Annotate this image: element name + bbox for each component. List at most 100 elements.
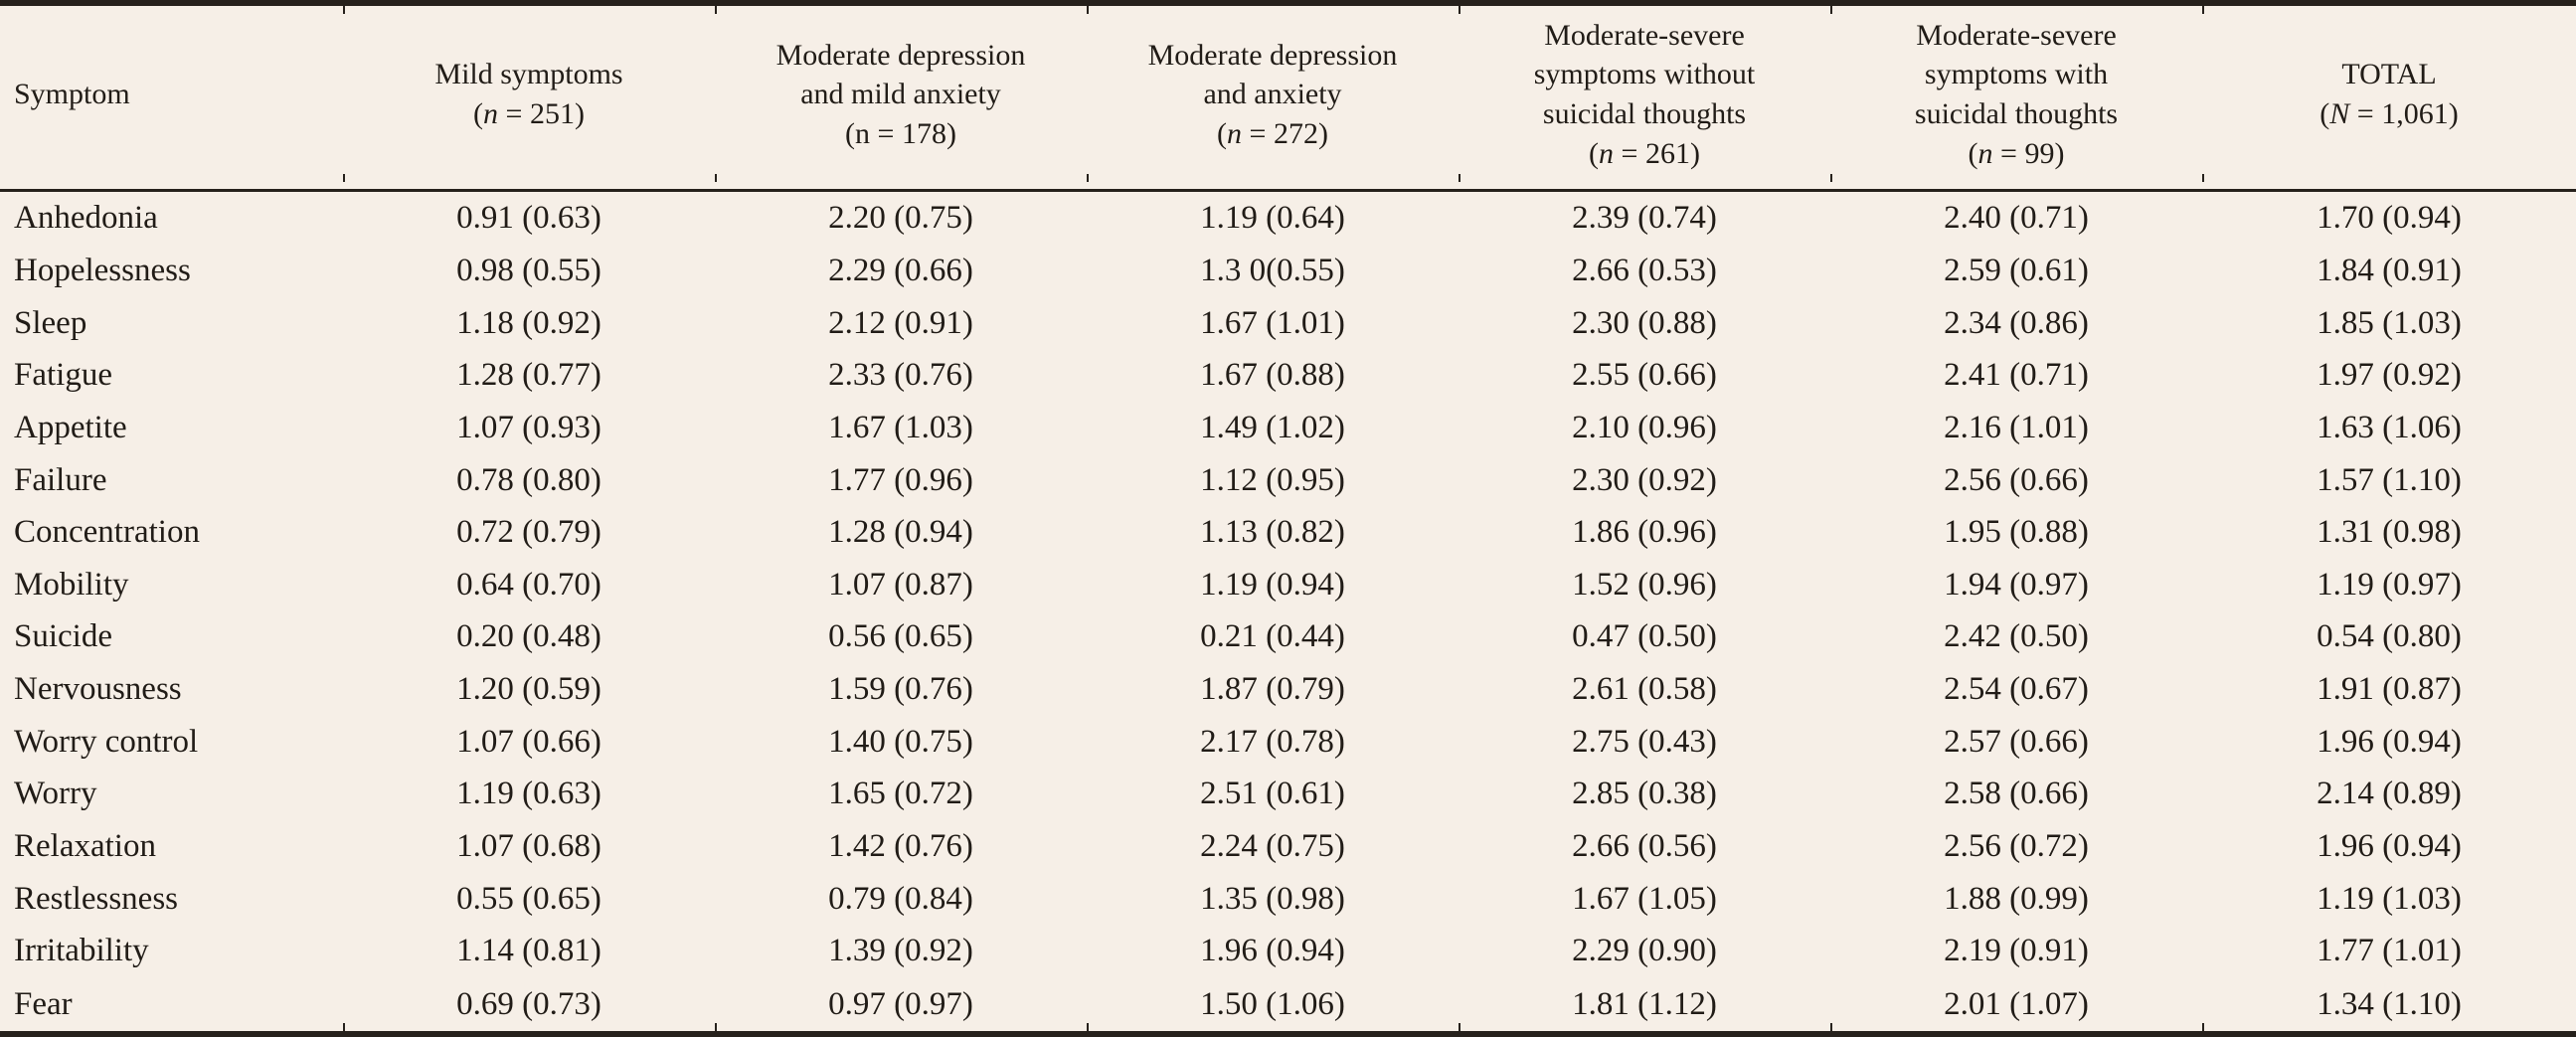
group-header-line: TOTAL — [2341, 58, 2437, 91]
table-row: Sleep 1.18 (0.92) 2.12 (0.91) 1.67 (1.01) 2.… — [0, 297, 2576, 350]
n-symbol: N — [2329, 97, 2350, 130]
symptom-cell: Irritability — [14, 933, 149, 969]
value-cell: 2.57 (0.66) — [1944, 723, 2089, 760]
value-cell: 2.42 (0.50) — [1944, 618, 2089, 655]
value-cell: 2.01 (1.07) — [1944, 985, 2089, 1022]
column-tick — [1087, 1023, 1089, 1031]
symptom-cell: Nervousness — [14, 671, 182, 708]
value-cell: 2.75 (0.43) — [1572, 723, 1717, 760]
group-header-line: and mild anxiety — [800, 78, 1001, 111]
value-cell: 0.20 (0.48) — [456, 618, 601, 655]
group-header-line: suicidal thoughts — [1542, 97, 1747, 130]
value-cell: 1.19 (0.94) — [1200, 566, 1345, 603]
value-cell: 2.17 (0.78) — [1200, 723, 1345, 760]
value-cell: 1.67 (1.03) — [828, 409, 973, 445]
column-tick — [1087, 174, 1089, 182]
table-row: Hopelessness 0.98 (0.55) 2.29 (0.66) 1.3 0(… — [0, 245, 2576, 297]
symptom-cell: Relaxation — [14, 827, 156, 864]
table-row: Mobility 0.64 (0.70) 1.07 (0.87) 1.19 (0.94… — [0, 559, 2576, 611]
value-cell: 1.94 (0.97) — [1944, 566, 2089, 603]
value-cell: 0.72 (0.79) — [456, 514, 601, 551]
group-header-n-line: (N = 1,061) — [2206, 94, 2572, 134]
column-tick — [1459, 174, 1460, 182]
value-cell: 1.07 (0.66) — [456, 723, 601, 760]
value-cell: 2.30 (0.88) — [1572, 304, 1717, 341]
value-cell: 2.56 (0.72) — [1944, 827, 2089, 864]
value-cell: 2.34 (0.86) — [1944, 304, 2089, 341]
value-cell: 1.07 (0.87) — [828, 566, 973, 603]
value-cell: 0.21 (0.44) — [1200, 618, 1345, 655]
value-cell: 1.50 (1.06) — [1200, 985, 1345, 1022]
table-row: Relaxation 1.07 (0.68) 1.42 (0.76) 2.24 (0.… — [0, 820, 2576, 873]
value-cell: 1.49 (1.02) — [1200, 409, 1345, 445]
value-cell: 2.14 (0.89) — [2317, 776, 2462, 812]
value-cell: 1.84 (0.91) — [2317, 253, 2462, 289]
value-cell: 1.31 (0.98) — [2317, 514, 2462, 551]
table-body: Anhedonia 0.91 (0.63) 2.20 (0.75) 1.19 (0.6… — [0, 191, 2576, 1035]
column-tick — [343, 1023, 345, 1031]
group-header-line: Moderate depression — [1147, 38, 1398, 72]
value-cell: 2.51 (0.61) — [1200, 776, 1345, 812]
value-cell: 1.19 (0.63) — [456, 776, 601, 812]
group-header-n-line: (n = 99) — [1834, 134, 2198, 174]
group-header-n-line: (n = 261) — [1462, 134, 1826, 174]
n-symbol: n — [1227, 116, 1243, 150]
value-cell: 0.78 (0.80) — [456, 461, 601, 498]
n-symbol: n — [855, 116, 871, 150]
value-cell: 0.69 (0.73) — [456, 985, 601, 1022]
value-cell: 2.10 (0.96) — [1572, 409, 1717, 445]
group-header-n-line: (n = 178) — [719, 114, 1083, 154]
group-header-line: Moderate-severe — [1544, 18, 1745, 52]
value-cell: 1.13 (0.82) — [1200, 514, 1345, 551]
value-cell: 1.63 (1.06) — [2317, 409, 2462, 445]
value-cell: 1.20 (0.59) — [456, 671, 601, 708]
value-cell: 1.77 (1.01) — [2317, 933, 2462, 969]
group-header-cell: Mild symptoms (n = 251) — [343, 3, 715, 192]
table-row: Failure 0.78 (0.80) 1.77 (0.96) 1.12 (0.95)… — [0, 454, 2576, 507]
value-cell: 2.19 (0.91) — [1944, 933, 2089, 969]
n-text: ( — [473, 97, 484, 130]
group-header-line: and anxiety — [1203, 78, 1342, 111]
value-cell: 0.47 (0.50) — [1572, 618, 1717, 655]
value-cell: 1.70 (0.94) — [2317, 200, 2462, 237]
value-cell: 0.64 (0.70) — [456, 566, 601, 603]
column-tick — [343, 174, 345, 182]
symptom-cell: Worry — [14, 776, 97, 812]
symptom-cell: Fatigue — [14, 357, 112, 394]
symptom-cell: Failure — [14, 461, 107, 498]
value-cell: 1.28 (0.77) — [456, 357, 601, 394]
value-cell: 2.39 (0.74) — [1572, 200, 1717, 237]
value-cell: 1.18 (0.92) — [456, 304, 601, 341]
value-cell: 1.19 (0.97) — [2317, 566, 2462, 603]
value-cell: 0.54 (0.80) — [2317, 618, 2462, 655]
value-cell: 2.12 (0.91) — [828, 304, 973, 341]
column-tick — [1830, 6, 1832, 14]
group-header-line: Moderate depression — [775, 38, 1026, 72]
value-cell: 0.79 (0.84) — [828, 880, 973, 917]
value-cell: 1.19 (1.03) — [2317, 880, 2462, 917]
group-header-line: suicidal thoughts — [1914, 97, 2119, 130]
table-row: Fear 0.69 (0.73) 0.97 (0.97) 1.50 (1.06) 1.8… — [0, 977, 2576, 1034]
value-cell: 1.35 (0.98) — [1200, 880, 1345, 917]
column-tick — [715, 174, 717, 182]
n-text: ( — [2319, 97, 2330, 130]
value-cell: 1.28 (0.94) — [828, 514, 973, 551]
value-cell: 2.30 (0.92) — [1572, 461, 1717, 498]
symptom-cell: Worry control — [14, 723, 199, 760]
symptom-cell: Mobility — [14, 566, 129, 603]
value-cell: 2.85 (0.38) — [1572, 776, 1717, 812]
table-row: Appetite 1.07 (0.93) 1.67 (1.03) 1.49 (1.02… — [0, 402, 2576, 454]
table-row: Fatigue 1.28 (0.77) 2.33 (0.76) 1.67 (0.88)… — [0, 350, 2576, 403]
group-header-line: symptoms with — [1924, 58, 2109, 91]
value-cell: 1.77 (0.96) — [828, 461, 973, 498]
value-cell: 2.56 (0.66) — [1944, 461, 2089, 498]
value-cell: 2.20 (0.75) — [828, 200, 973, 237]
value-cell: 1.88 (0.99) — [1944, 880, 2089, 917]
column-tick — [1459, 1023, 1460, 1031]
table-header: Symptom Mild symptoms (n = 251) Moderate d… — [0, 3, 2576, 192]
value-cell: 2.54 (0.67) — [1944, 671, 2089, 708]
value-cell: 2.33 (0.76) — [828, 357, 973, 394]
table-row: Worry control 1.07 (0.66) 1.40 (0.75) 2.17 … — [0, 716, 2576, 769]
